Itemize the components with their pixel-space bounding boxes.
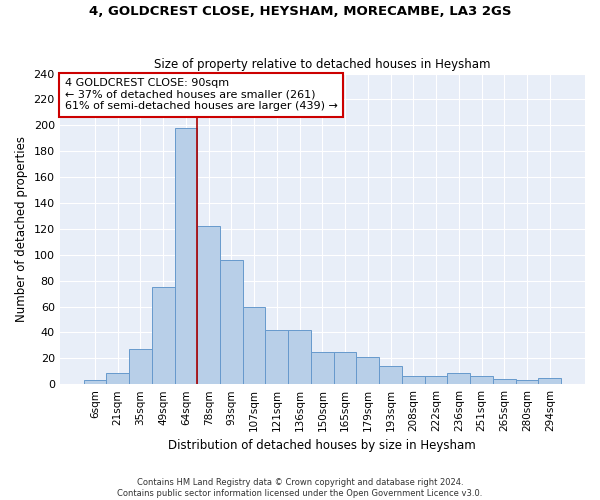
Bar [311, 352, 334, 384]
Bar [220, 260, 243, 384]
Y-axis label: Number of detached properties: Number of detached properties [15, 136, 28, 322]
Bar [334, 352, 356, 384]
Bar [493, 379, 515, 384]
Bar [175, 128, 197, 384]
Bar [515, 380, 538, 384]
Bar [425, 376, 448, 384]
Bar [152, 287, 175, 384]
Bar [106, 372, 129, 384]
Bar [402, 376, 425, 384]
X-axis label: Distribution of detached houses by size in Heysham: Distribution of detached houses by size … [169, 440, 476, 452]
Bar [356, 357, 379, 384]
Bar [288, 330, 311, 384]
Bar [243, 306, 265, 384]
Title: Size of property relative to detached houses in Heysham: Size of property relative to detached ho… [154, 58, 491, 71]
Text: 4, GOLDCREST CLOSE, HEYSHAM, MORECAMBE, LA3 2GS: 4, GOLDCREST CLOSE, HEYSHAM, MORECAMBE, … [89, 5, 511, 18]
Bar [470, 376, 493, 384]
Text: Contains HM Land Registry data © Crown copyright and database right 2024.
Contai: Contains HM Land Registry data © Crown c… [118, 478, 482, 498]
Bar [265, 330, 288, 384]
Text: 4 GOLDCREST CLOSE: 90sqm
← 37% of detached houses are smaller (261)
61% of semi-: 4 GOLDCREST CLOSE: 90sqm ← 37% of detach… [65, 78, 338, 112]
Bar [448, 372, 470, 384]
Bar [379, 366, 402, 384]
Bar [538, 378, 561, 384]
Bar [197, 226, 220, 384]
Bar [129, 349, 152, 384]
Bar [83, 380, 106, 384]
